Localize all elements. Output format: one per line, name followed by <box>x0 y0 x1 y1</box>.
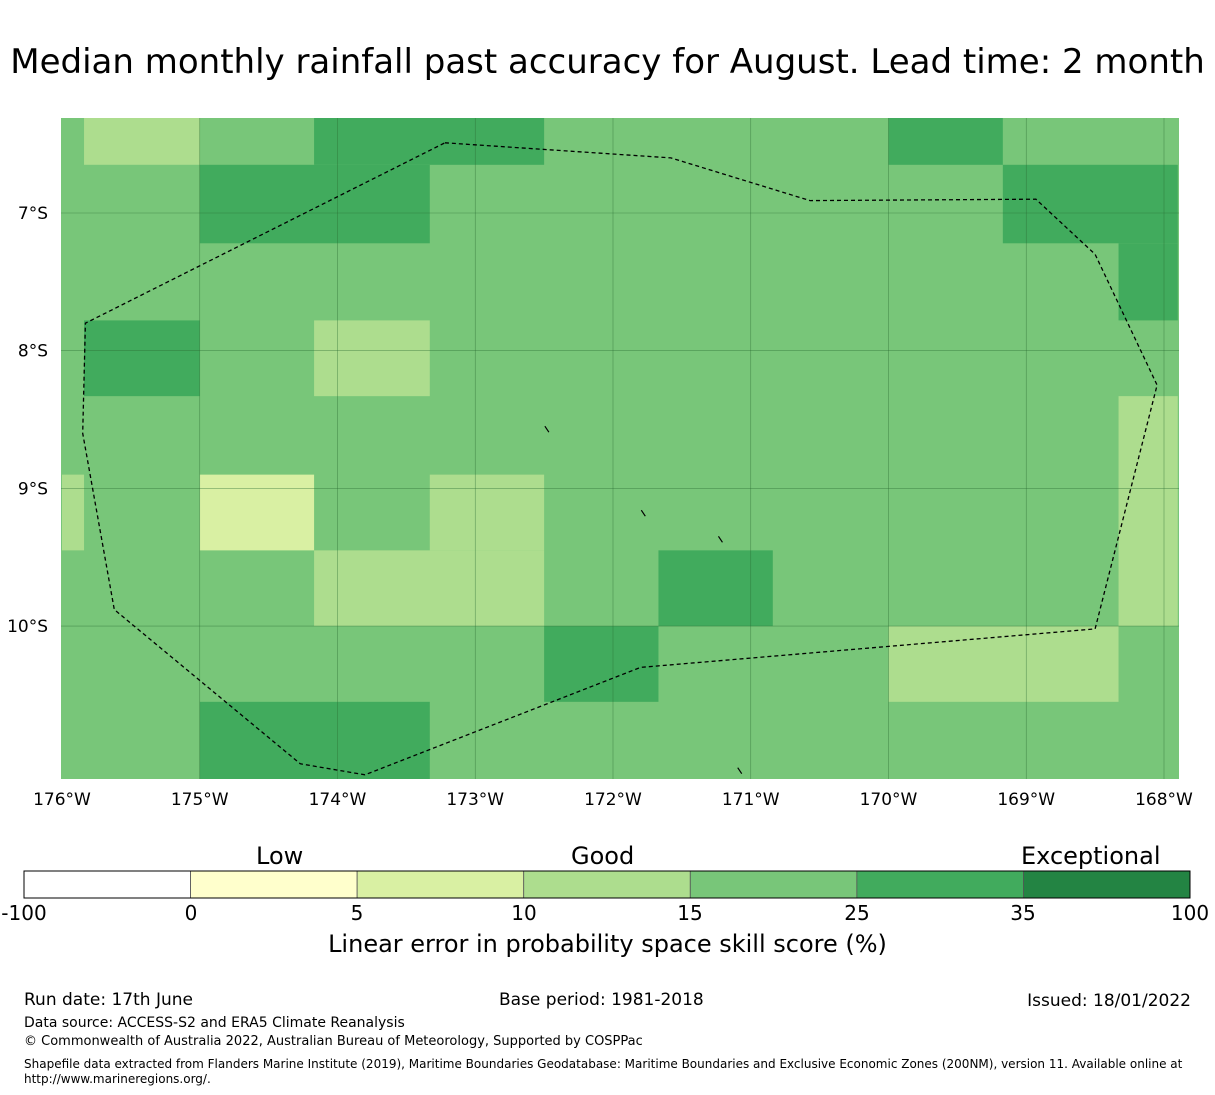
base-period: Base period: 1981-2018 <box>499 990 704 1010</box>
gridlines <box>61 118 1179 779</box>
colorbar <box>23 870 1191 899</box>
colorbar-category-good: Good <box>571 842 635 870</box>
skill-patch <box>888 118 1003 165</box>
skill-patch <box>199 701 430 779</box>
skill-patch <box>314 320 430 397</box>
eez-boundary <box>82 142 1158 776</box>
colorbar-category-exceptional: Exceptional <box>1021 842 1161 870</box>
colorbar-tick: 25 <box>844 901 870 925</box>
latitude-label: 7°S <box>18 204 48 224</box>
latitude-label: 8°S <box>18 342 48 362</box>
shapefile-note: Shapefile data extracted from Flanders M… <box>24 1057 1183 1086</box>
islands <box>544 425 743 775</box>
map-figure: 176°W 175°W 174°W 173°W 172°W 171°W 170°W 169°W… <box>7 118 1193 810</box>
colorbar-segment <box>856 870 1024 899</box>
colorbar-outline <box>23 870 1191 899</box>
skill-patch <box>314 118 545 165</box>
skill-patch <box>314 550 545 627</box>
colorbar-category-low: Low <box>256 842 304 870</box>
colorbar-tick: 15 <box>677 901 703 925</box>
skill-patch <box>84 118 200 165</box>
colorbar-tick: 0 <box>184 901 198 925</box>
skill-patches <box>62 118 1178 779</box>
colorbar-tick: -100 <box>1 901 47 925</box>
skill-patch <box>658 550 773 627</box>
latitude-labels: 7°S 8°S 9°S 10°S <box>7 204 48 637</box>
longitude-label: 170°W <box>860 790 918 810</box>
colorbar-tick: 5 <box>350 901 364 925</box>
longitude-label: 168°W <box>1135 790 1193 810</box>
latitude-label: 9°S <box>18 479 48 499</box>
colorbar-tick: 35 <box>1010 901 1036 925</box>
island <box>717 536 723 543</box>
longitude-label: 174°W <box>309 790 367 810</box>
skill-patch <box>1118 396 1178 627</box>
latitude-label: 10°S <box>7 617 48 637</box>
longitude-label: 175°W <box>171 790 229 810</box>
longitude-label: 172°W <box>584 790 642 810</box>
longitude-labels: 176°W 175°W 174°W 173°W 172°W 171°W 170°W 169°W… <box>33 790 1193 810</box>
longitude-label: 176°W <box>33 790 91 810</box>
colorbar-tick: 10 <box>511 901 537 925</box>
issued-date: Issued: 18/01/2022 <box>1027 991 1191 1011</box>
colorbar-segment <box>689 870 858 899</box>
colorbar-label: Linear error in probability space skill … <box>328 930 887 958</box>
skill-patch <box>429 474 545 551</box>
skill-patch <box>199 164 430 244</box>
run-date: Run date: 17th June <box>24 990 193 1010</box>
island <box>737 767 743 775</box>
copyright-notice: © Commonwealth of Australia 2022, Austra… <box>24 1034 643 1049</box>
colorbar-segment <box>23 870 191 899</box>
skill-patch <box>84 320 200 397</box>
skill-patch <box>544 626 659 702</box>
skill-patch <box>62 474 85 551</box>
island <box>544 425 550 433</box>
map-title: Median monthly rainfall past accuracy fo… <box>10 42 1205 82</box>
colorbar-tick: 100 <box>1170 901 1210 925</box>
data-source: Data source: ACCESS-S2 and ERA5 Climate … <box>24 1015 405 1031</box>
colorbar-segment <box>523 870 691 899</box>
skill-patch <box>888 626 1119 702</box>
skill-patch <box>1118 243 1178 321</box>
colorbar-segment <box>190 870 358 899</box>
longitude-label: 169°W <box>997 790 1055 810</box>
colorbar-segment <box>1023 870 1191 899</box>
longitude-label: 173°W <box>446 790 504 810</box>
skill-patch <box>199 474 315 551</box>
island <box>640 509 646 517</box>
skill-patch <box>1002 164 1178 244</box>
colorbar-segment <box>356 870 525 899</box>
longitude-label: 171°W <box>722 790 780 810</box>
